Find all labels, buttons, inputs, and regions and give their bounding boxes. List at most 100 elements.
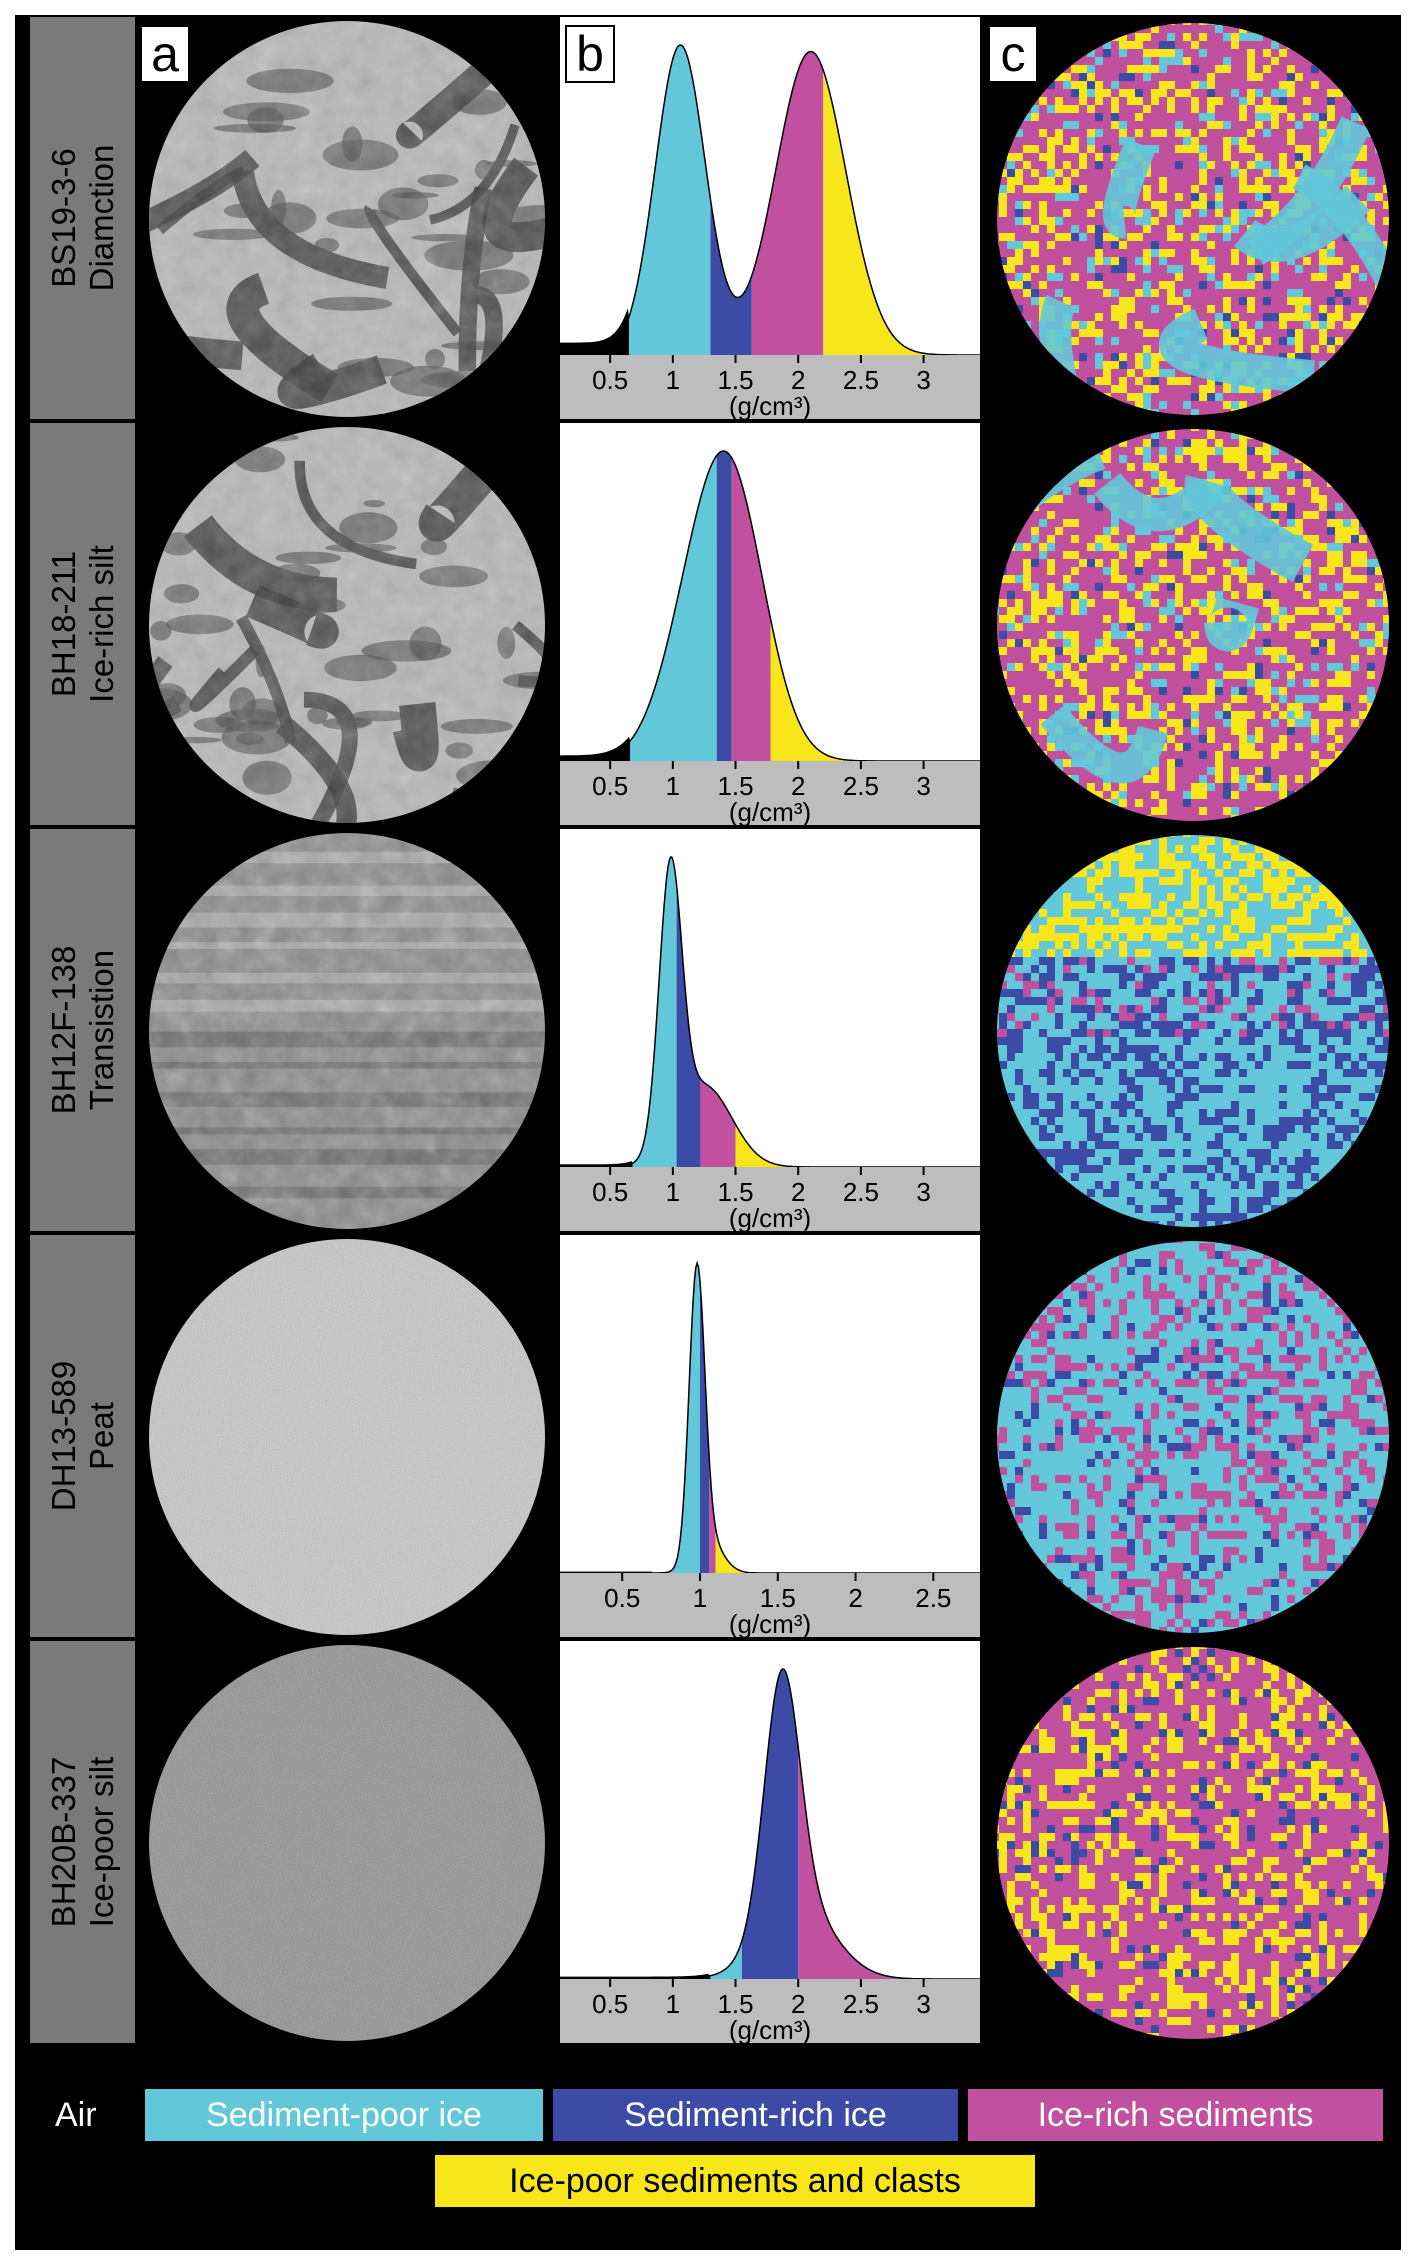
sample-facies: Ice-poor silt xyxy=(82,1756,120,1928)
tick-label: 2.5 xyxy=(843,365,879,395)
tick-label: 2.5 xyxy=(843,1177,879,1207)
sample-label-text: BH20B-337 Ice-poor silt xyxy=(45,1642,121,2042)
density-band-ice-rich-sediments xyxy=(751,51,824,355)
tick-label: 2 xyxy=(791,771,805,801)
figure: BS19-3-6 Diamction 0.5 1 1.5 2 2.5 3 (g/cm³) BH18… xyxy=(15,15,1401,2250)
sample-id: BS19-3-6 xyxy=(44,148,82,288)
sample-id: BH12F-138 xyxy=(44,945,82,1115)
axis-band xyxy=(560,1167,980,1231)
axis-label: (g/cm³) xyxy=(729,1203,811,1231)
sample-label: BH18-211 Ice-rich silt xyxy=(30,423,137,825)
axis-label: (g/cm³) xyxy=(729,391,811,419)
classified-image xyxy=(983,1641,1401,2045)
tick-label: 3 xyxy=(916,1177,930,1207)
panel-letter-c: c xyxy=(988,25,1038,83)
tick-label: 1 xyxy=(666,771,680,801)
ct-scan-image xyxy=(137,1641,557,2045)
histogram-svg: 0.5 1 1.5 2 2.5 (g/cm³) xyxy=(560,1260,980,1637)
density-band-ice-rich-sediments xyxy=(700,1078,736,1167)
legend-ice-poor-sediments: Ice-poor sediments and clasts xyxy=(435,2155,1035,2207)
density-band-sediment-rich-ice xyxy=(710,199,752,355)
tick-label: 2.5 xyxy=(843,771,879,801)
tick-label: 2.5 xyxy=(915,1583,951,1613)
sample-facies: Ice-rich silt xyxy=(82,545,120,703)
legend-sediment-rich-ice: Sediment-rich ice xyxy=(553,2089,958,2141)
sample-row: BS19-3-6 Diamction 0.5 1 1.5 2 2.5 3 (g/cm³) xyxy=(30,17,1401,421)
density-band-sediment-rich-ice xyxy=(741,1669,799,1979)
axis-label: (g/cm³) xyxy=(729,797,811,825)
ct-scan-image xyxy=(137,829,557,1233)
density-curve xyxy=(560,1260,980,1574)
sample-id: BH18-211 xyxy=(44,550,82,698)
sample-row: BH18-211 Ice-rich silt 0.5 1 1.5 2 2.5 3 (g/cm³) xyxy=(30,423,1401,827)
histogram-svg: 0.5 1 1.5 2 2.5 3 (g/cm³) xyxy=(560,44,980,419)
axis-label: (g/cm³) xyxy=(729,2015,811,2043)
tick-label: 2 xyxy=(791,1177,805,1207)
classified-image xyxy=(983,423,1401,827)
density-histogram: 0.5 1 1.5 2 2.5 3 (g/cm³) xyxy=(560,17,980,419)
tick-label: 1 xyxy=(666,1989,680,2019)
sample-facies: Diamction xyxy=(82,144,120,292)
tick-label: 3 xyxy=(916,365,930,395)
density-band-ice-poor-sediments xyxy=(770,619,980,761)
density-band-sediment-rich-ice xyxy=(700,1281,710,1573)
tick-label: 3 xyxy=(916,771,930,801)
sample-label: BH20B-337 Ice-poor silt xyxy=(30,1641,137,2043)
density-band-ice-poor-sediments xyxy=(715,1527,980,1573)
sample-id: BH20B-337 xyxy=(44,1756,82,1928)
sample-row: BH12F-138 Transistion 0.5 1 1.5 2 2.5 3 (g/cm³) xyxy=(30,829,1401,1233)
sample-label-text: BH18-211 Ice-rich silt xyxy=(45,424,121,824)
classified-image xyxy=(983,1235,1401,1639)
sample-facies: Peat xyxy=(82,1402,120,1470)
density-band-sediment-poor-ice xyxy=(710,1941,742,1979)
density-curve xyxy=(560,44,980,356)
density-band-sediment-rich-ice xyxy=(716,451,732,761)
density-band-air xyxy=(560,1161,633,1167)
sample-label-text: BH12F-138 Transistion xyxy=(45,830,121,1230)
tick-label: 0.5 xyxy=(592,365,628,395)
density-band-air xyxy=(560,736,631,761)
tick-label: 0.5 xyxy=(592,771,628,801)
density-histogram: 0.5 1 1.5 2 2.5 (g/cm³) xyxy=(560,1235,980,1637)
sample-row: BH20B-337 Ice-poor silt 0.5 1 1.5 2 2.5 3 (g/cm³… xyxy=(30,1641,1401,2045)
axis-band xyxy=(560,355,980,419)
panel-letter-a: a xyxy=(140,25,190,83)
tick-label: 2 xyxy=(791,1989,805,2019)
tick-label: 1 xyxy=(693,1583,707,1613)
tick-label: 2 xyxy=(848,1583,862,1613)
tick-label: 2 xyxy=(791,365,805,395)
tick-label: 2.5 xyxy=(843,1989,879,2019)
tick-label: 0.5 xyxy=(592,1989,628,2019)
density-histogram: 0.5 1 1.5 2 2.5 3 (g/cm³) xyxy=(560,1641,980,2043)
legend-air: Air xyxy=(55,2096,97,2134)
density-band-ice-poor-sediments xyxy=(735,1124,980,1167)
axis-band xyxy=(560,761,980,825)
density-band-ice-poor-sediments xyxy=(823,70,980,356)
tick-label: 1.5 xyxy=(717,1177,753,1207)
density-histogram: 0.5 1 1.5 2 2.5 3 (g/cm³) xyxy=(560,423,980,825)
sample-label-text: DH13-589 Peat xyxy=(45,1236,121,1636)
legend-ice-rich-sediments: Ice-rich sediments xyxy=(968,2089,1383,2141)
density-band-air xyxy=(560,1973,711,1979)
legend-sediment-poor-ice: Sediment-poor ice xyxy=(145,2089,543,2141)
panel-letter-b: b xyxy=(565,25,615,83)
density-band-sediment-poor-ice xyxy=(630,455,717,761)
density-band-sediment-poor-ice xyxy=(632,856,677,1167)
tick-label: 1 xyxy=(666,1177,680,1207)
sample-label: BH12F-138 Transistion xyxy=(30,829,137,1231)
histogram-svg: 0.5 1 1.5 2 2.5 3 (g/cm³) xyxy=(560,450,980,825)
density-histogram: 0.5 1 1.5 2 2.5 3 (g/cm³) xyxy=(560,829,980,1231)
axis-label: (g/cm³) xyxy=(729,1609,811,1637)
histogram-svg: 0.5 1 1.5 2 2.5 3 (g/cm³) xyxy=(560,1668,980,2043)
tick-label: 1.5 xyxy=(760,1583,796,1613)
tick-label: 1 xyxy=(666,365,680,395)
sample-label: DH13-589 Peat xyxy=(30,1235,137,1637)
tick-label: 3 xyxy=(916,1989,930,2019)
density-curve xyxy=(560,856,980,1168)
histogram-svg: 0.5 1 1.5 2 2.5 3 (g/cm³) xyxy=(560,856,980,1231)
density-band-sediment-poor-ice xyxy=(653,1263,700,1573)
tick-label: 0.5 xyxy=(604,1583,640,1613)
ct-scan-image xyxy=(137,423,557,827)
tick-label: 1.5 xyxy=(717,771,753,801)
density-band-ice-rich-sediments xyxy=(731,458,771,761)
